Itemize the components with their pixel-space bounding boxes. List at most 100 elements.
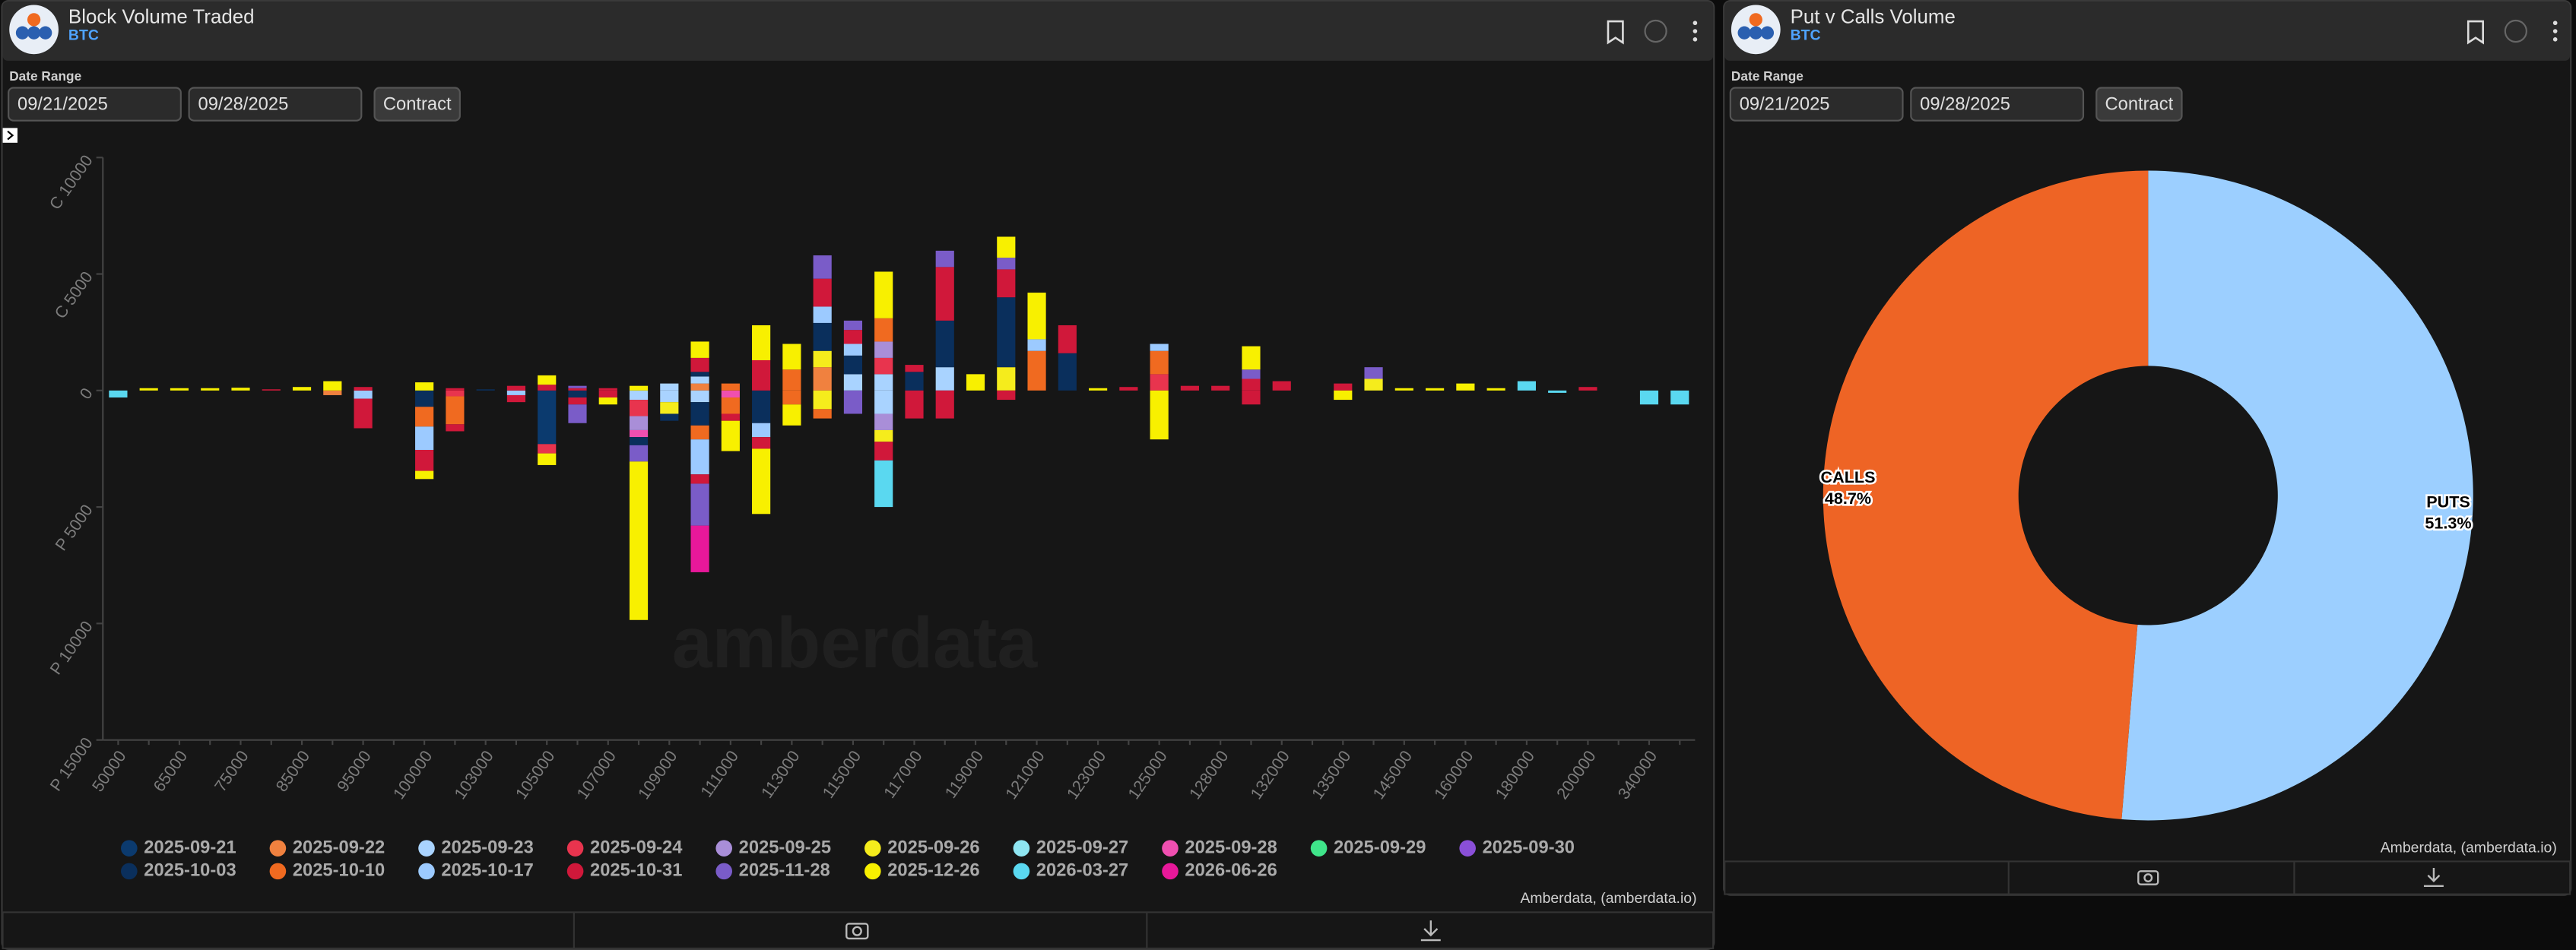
camera-icon[interactable] bbox=[845, 923, 869, 940]
contract-button-label: Contract bbox=[383, 94, 452, 114]
put-bar-segment bbox=[538, 453, 557, 465]
legend-label: 2025-10-10 bbox=[293, 861, 385, 881]
put-bar-segment bbox=[660, 413, 679, 421]
contract-button-label: Contract bbox=[2105, 94, 2174, 114]
legend-marker bbox=[1459, 840, 1476, 857]
call-bar-segment bbox=[1027, 339, 1046, 351]
put-bar-segment bbox=[874, 413, 893, 430]
put-bar-segment bbox=[1334, 390, 1353, 401]
call-bar-segment bbox=[874, 374, 893, 391]
expand-toggle[interactable] bbox=[2, 128, 18, 143]
logo-dot bbox=[1760, 26, 1775, 40]
put-bar-segment bbox=[874, 442, 893, 461]
legend-label: 2025-09-28 bbox=[1185, 838, 1277, 857]
slice-name: PUTS bbox=[2426, 492, 2470, 511]
put-bar-segment bbox=[752, 437, 771, 449]
call-bar-segment bbox=[1242, 369, 1261, 379]
legend-label: 2025-09-22 bbox=[293, 838, 385, 857]
end-date-input[interactable] bbox=[188, 87, 363, 122]
start-date-input[interactable] bbox=[1729, 87, 1904, 122]
put-bar-segment bbox=[874, 460, 893, 508]
put-bar-segment bbox=[629, 416, 649, 430]
put-bar-segment bbox=[752, 390, 771, 423]
info-icon[interactable] bbox=[1644, 19, 1667, 43]
call-bar-segment bbox=[997, 258, 1016, 270]
call-bar-segment bbox=[629, 385, 649, 391]
call-bar-segment bbox=[1486, 388, 1505, 391]
call-bar-segment bbox=[813, 367, 832, 391]
call-bar-segment bbox=[201, 388, 220, 391]
menu-icon[interactable] bbox=[1692, 21, 1698, 42]
legend-label: 2025-12-26 bbox=[887, 861, 979, 881]
menu-icon[interactable] bbox=[2552, 21, 2558, 42]
put-bar-segment bbox=[598, 397, 617, 405]
credit: Amberdata, (amberdata.io) bbox=[1520, 890, 1696, 907]
call-bar-segment bbox=[1364, 378, 1383, 391]
bookmark-icon[interactable] bbox=[2467, 20, 2484, 45]
put-bar-segment bbox=[629, 445, 649, 462]
left-panel: Block Volume Traded BTC Date Range 09/21… bbox=[1, 0, 1715, 950]
legend-marker bbox=[566, 863, 584, 880]
slice-name: CALLS bbox=[1821, 467, 1876, 486]
put-bar-segment bbox=[660, 390, 679, 403]
put-bar-segment bbox=[568, 390, 587, 398]
put-bar-segment bbox=[1548, 390, 1567, 393]
put-bar-segment bbox=[690, 390, 709, 403]
contract-button[interactable] bbox=[2095, 87, 2183, 122]
call-bar-segment bbox=[1456, 383, 1475, 391]
call-bar-segment bbox=[323, 381, 342, 391]
call-bar-segment bbox=[1150, 344, 1169, 351]
call-bar-segment bbox=[1364, 367, 1383, 379]
call-bar-segment bbox=[1027, 293, 1046, 340]
call-bar-segment bbox=[935, 250, 954, 268]
call-bar-segment bbox=[1058, 353, 1077, 391]
logo-dot bbox=[1749, 13, 1762, 27]
put-bar-segment bbox=[690, 474, 709, 484]
legend-marker bbox=[121, 840, 138, 857]
date-range-label: Date Range bbox=[9, 68, 81, 84]
panel-footer bbox=[1724, 860, 2571, 895]
logo-dot bbox=[1749, 26, 1762, 40]
put-bar-segment bbox=[782, 390, 801, 405]
call-bar-segment bbox=[690, 376, 709, 384]
legend-marker bbox=[715, 840, 732, 857]
start-date-input[interactable] bbox=[8, 87, 182, 122]
legend-label: 2025-09-29 bbox=[1334, 838, 1426, 857]
logo-dot bbox=[27, 13, 41, 27]
logo-dot bbox=[39, 26, 52, 40]
legend-label: 2026-03-27 bbox=[1036, 861, 1128, 881]
panel-header bbox=[1724, 2, 2571, 61]
put-bar-segment bbox=[721, 397, 740, 414]
put-bar-segment bbox=[354, 390, 373, 399]
put-bar-segment bbox=[690, 402, 709, 426]
put-bar-segment bbox=[997, 390, 1016, 401]
put-bar-segment bbox=[568, 404, 587, 423]
logo bbox=[1731, 5, 1781, 55]
legend-marker bbox=[864, 840, 881, 857]
call-bar-segment bbox=[782, 369, 801, 391]
legend-marker bbox=[418, 863, 435, 880]
call-bar-segment bbox=[1027, 350, 1046, 391]
info-icon[interactable] bbox=[2504, 19, 2527, 43]
legend-marker bbox=[418, 840, 435, 857]
call-bar-segment bbox=[874, 271, 893, 318]
call-bar-segment bbox=[415, 382, 434, 391]
call-bar-segment bbox=[843, 320, 863, 331]
call-bar-segment bbox=[997, 297, 1016, 368]
download-icon[interactable] bbox=[2423, 868, 2444, 887]
end-date-input[interactable] bbox=[1910, 87, 2085, 122]
camera-icon[interactable] bbox=[2137, 870, 2159, 885]
put-bar-segment bbox=[415, 470, 434, 480]
panel-title: Put v Calls Volume bbox=[1791, 7, 1956, 28]
date-range-label: Date Range bbox=[1731, 68, 1804, 84]
call-bar-segment bbox=[139, 388, 158, 391]
call-bar-segment bbox=[843, 344, 863, 356]
bookmark-icon[interactable] bbox=[1607, 20, 1624, 45]
put-bar-segment bbox=[874, 390, 893, 414]
contract-button[interactable] bbox=[373, 87, 461, 122]
download-icon[interactable] bbox=[1420, 920, 1441, 942]
put-bar-segment bbox=[506, 390, 526, 395]
put-bar-segment bbox=[629, 461, 649, 620]
call-bar-segment bbox=[538, 385, 557, 391]
call-bar-segment bbox=[170, 388, 189, 391]
